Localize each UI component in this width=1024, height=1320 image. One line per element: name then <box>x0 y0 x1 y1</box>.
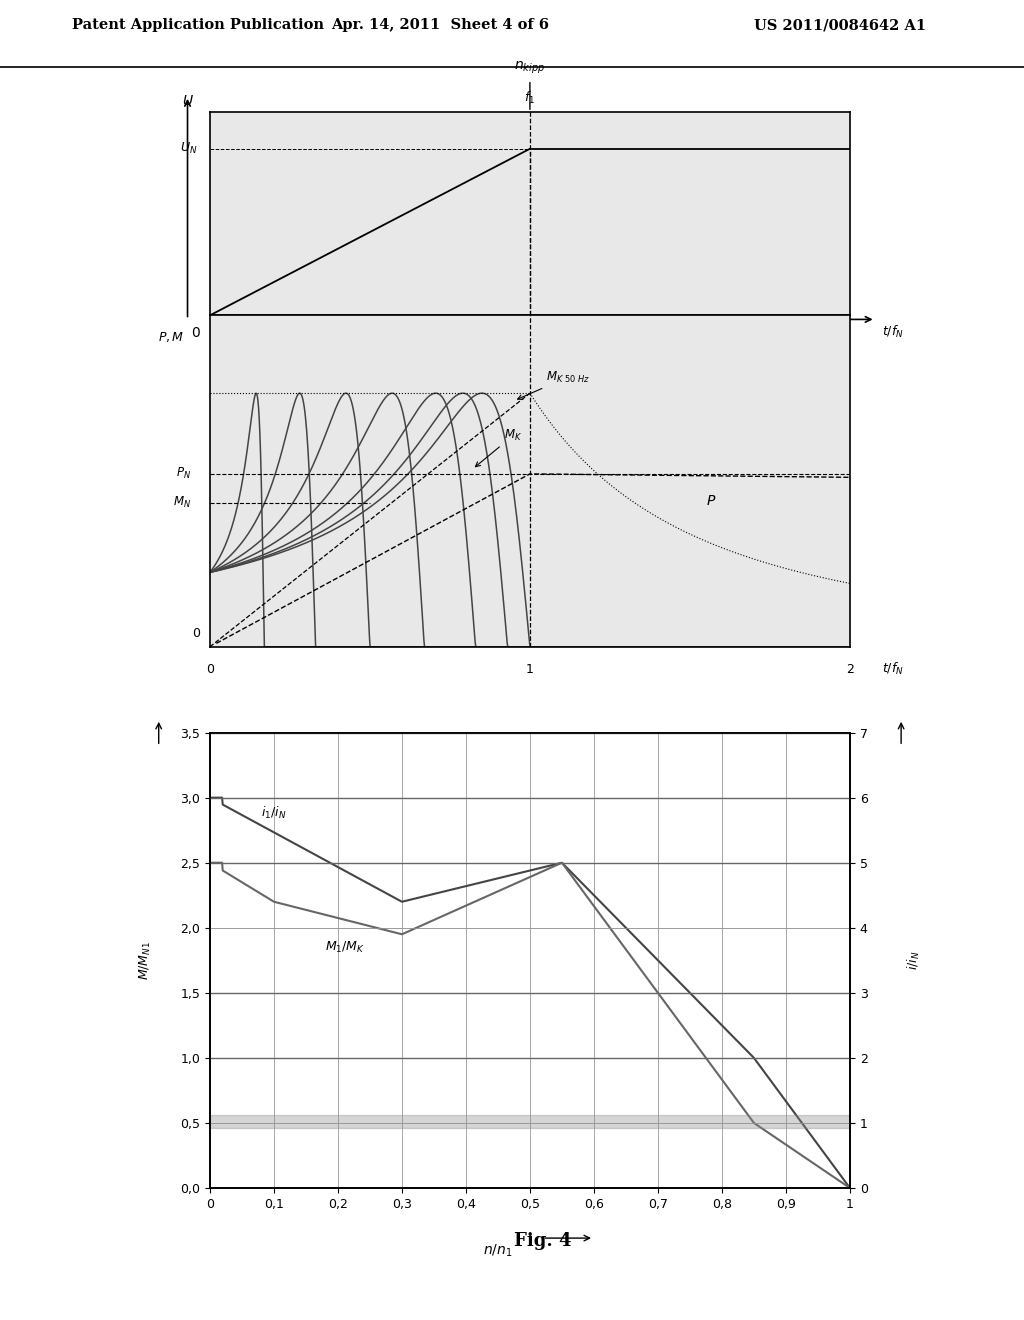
Text: $i / i_N$: $i / i_N$ <box>906 950 922 970</box>
Text: $t/f_N$: $t/f_N$ <box>882 661 904 677</box>
Text: $U_N$: $U_N$ <box>179 141 197 156</box>
Text: 0: 0 <box>193 627 201 640</box>
Text: 1: 1 <box>526 664 534 676</box>
Text: US 2011/0084642 A1: US 2011/0084642 A1 <box>754 18 926 33</box>
Text: Patent Application Publication: Patent Application Publication <box>72 18 324 33</box>
Text: $f_1$: $f_1$ <box>524 90 536 106</box>
Text: $F$: $F$ <box>684 368 695 387</box>
Text: $i_1 / i_N$: $i_1 / i_N$ <box>261 805 287 821</box>
Text: 0: 0 <box>191 326 201 339</box>
Text: $M / M_{N1}$: $M / M_{N1}$ <box>138 941 154 979</box>
Text: $P$: $P$ <box>706 494 716 508</box>
Text: $M_K$: $M_K$ <box>475 428 522 467</box>
Text: $M_N$: $M_N$ <box>173 495 190 511</box>
Text: $P, M$: $P, M$ <box>158 330 184 343</box>
Text: $n / n_1$: $n / n_1$ <box>483 1242 513 1259</box>
Text: $P_N$: $P_N$ <box>176 466 190 482</box>
Bar <box>210 1115 850 1129</box>
Text: $U$: $U$ <box>182 94 194 108</box>
Text: $M_{K\ 50\ Hz}$: $M_{K\ 50\ Hz}$ <box>517 370 590 400</box>
Text: Fig. 4: Fig. 4 <box>514 1232 571 1250</box>
Text: $M_1 / M_K$: $M_1 / M_K$ <box>326 940 366 956</box>
Text: $n_{kipp}$: $n_{kipp}$ <box>514 59 546 75</box>
Text: 2: 2 <box>846 664 854 676</box>
Text: $t/f_N$: $t/f_N$ <box>882 323 904 339</box>
Text: 0: 0 <box>206 664 214 676</box>
Text: $A$: $A$ <box>364 368 377 387</box>
Text: Apr. 14, 2011  Sheet 4 of 6: Apr. 14, 2011 Sheet 4 of 6 <box>332 18 549 33</box>
